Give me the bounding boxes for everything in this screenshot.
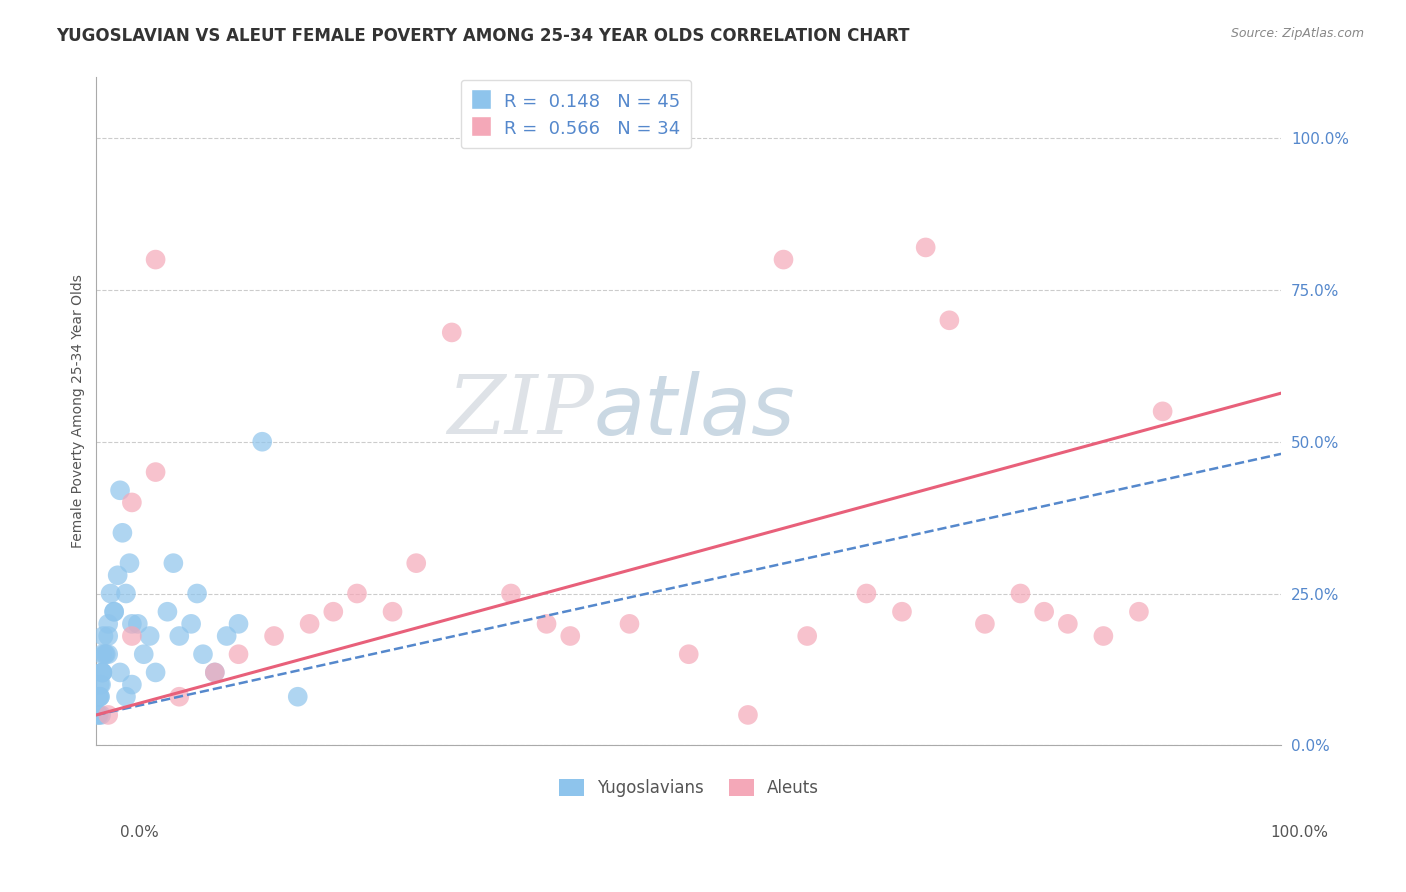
Point [499, 586, 522, 600]
Point [1152, 404, 1174, 418]
Point [169, 690, 191, 704]
Point [1056, 616, 1078, 631]
Point [974, 616, 997, 631]
Text: Source: ZipAtlas.com: Source: ZipAtlas.com [1230, 27, 1364, 40]
Point [89, 677, 111, 691]
Point [103, 605, 125, 619]
Point [855, 586, 877, 600]
Point [145, 665, 167, 680]
Point [322, 605, 344, 619]
Point [94, 647, 117, 661]
Point [737, 707, 759, 722]
Point [796, 629, 818, 643]
Point [87, 690, 110, 704]
Point [678, 647, 700, 661]
Point [91, 665, 114, 680]
Point [186, 586, 208, 600]
Point [89, 690, 111, 704]
Point [87, 707, 110, 722]
Point [107, 568, 129, 582]
Text: atlas: atlas [593, 371, 796, 452]
Point [90, 707, 112, 722]
Point [1033, 605, 1056, 619]
Point [1128, 605, 1150, 619]
Point [1092, 629, 1115, 643]
Point [93, 647, 115, 661]
Point [891, 605, 914, 619]
Point [132, 647, 155, 661]
Point [405, 556, 427, 570]
Point [108, 665, 131, 680]
Point [560, 629, 582, 643]
Point [103, 605, 125, 619]
Point [263, 629, 285, 643]
Point [298, 616, 321, 631]
Point [90, 677, 112, 691]
Point [115, 586, 138, 600]
Point [215, 629, 238, 643]
Point [118, 556, 141, 570]
Point [204, 665, 226, 680]
Point [97, 629, 120, 643]
Point [121, 616, 143, 631]
Text: YUGOSLAVIAN VS ALEUT FEMALE POVERTY AMONG 25-34 YEAR OLDS CORRELATION CHART: YUGOSLAVIAN VS ALEUT FEMALE POVERTY AMON… [56, 27, 910, 45]
Point [127, 616, 149, 631]
Point [938, 313, 960, 327]
Point [287, 690, 309, 704]
Point [145, 465, 167, 479]
Point [619, 616, 641, 631]
Point [97, 707, 120, 722]
Point [162, 556, 184, 570]
Point [121, 629, 143, 643]
Point [91, 665, 114, 680]
Point [180, 616, 202, 631]
Point [89, 690, 111, 704]
Point [91, 647, 114, 661]
Point [228, 616, 250, 631]
Point [121, 495, 143, 509]
Point [108, 483, 131, 498]
Point [145, 252, 167, 267]
Point [1010, 586, 1032, 600]
Point [93, 629, 115, 643]
Point [440, 326, 463, 340]
Point [346, 586, 368, 600]
Point [772, 252, 794, 267]
Point [204, 665, 226, 680]
Point [115, 690, 138, 704]
Point [121, 677, 143, 691]
Point [250, 434, 273, 449]
Legend: Yugoslavians, Aleuts: Yugoslavians, Aleuts [551, 772, 825, 804]
Point [191, 647, 214, 661]
Point [100, 586, 122, 600]
Point [228, 647, 250, 661]
Point [536, 616, 558, 631]
Point [138, 629, 160, 643]
Point [97, 616, 120, 631]
Text: 0.0%: 0.0% [120, 825, 159, 840]
Y-axis label: Female Poverty Among 25-34 Year Olds: Female Poverty Among 25-34 Year Olds [72, 275, 86, 549]
Point [86, 707, 108, 722]
Point [91, 665, 114, 680]
Text: ZIP: ZIP [447, 371, 593, 451]
Point [381, 605, 404, 619]
Text: 100.0%: 100.0% [1271, 825, 1329, 840]
Point [914, 240, 936, 254]
Point [111, 525, 134, 540]
Point [156, 605, 179, 619]
Point [97, 647, 120, 661]
Point [169, 629, 191, 643]
